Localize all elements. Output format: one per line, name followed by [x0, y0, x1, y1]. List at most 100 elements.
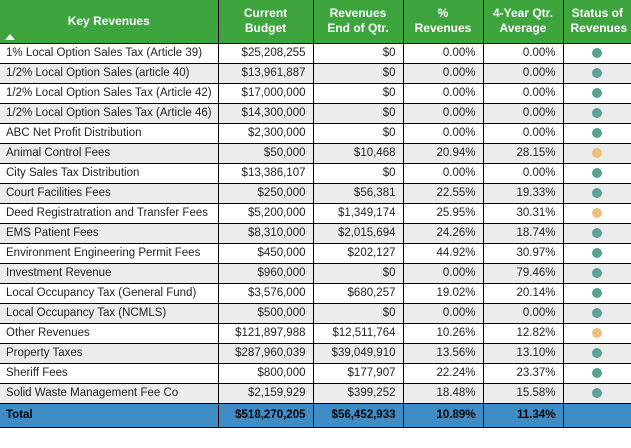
- table-row[interactable]: ABC Net Profit Distribution $2,300,000 $0 0…: [0, 123, 631, 144]
- column-header-revenues-end-of-qtr[interactable]: Revenues End of Qtr.: [312, 0, 403, 44]
- current-budget-cell[interactable]: $450,000: [217, 243, 313, 264]
- pct-revenues-cell[interactable]: 18.48%: [402, 383, 483, 404]
- four-year-qtr-average-cell[interactable]: 0.00%: [482, 43, 563, 64]
- table-row[interactable]: 1/2% Local Option Sales Tax (Article 42)…: [0, 83, 631, 104]
- revenues-end-of-qtr-cell[interactable]: $0: [312, 103, 403, 124]
- pct-revenues-cell[interactable]: 0.00%: [402, 43, 483, 64]
- table-row[interactable]: Property Taxes $287,960,039 $39,049,910 13.…: [0, 343, 631, 364]
- revenues-end-of-qtr-cell[interactable]: $202,127: [312, 243, 403, 264]
- status-cell[interactable]: [562, 343, 631, 364]
- revenues-end-of-qtr-cell[interactable]: $39,049,910: [312, 343, 403, 364]
- current-budget-cell[interactable]: $800,000: [217, 363, 313, 384]
- column-header-four-year-qtr-average[interactable]: 4-Year Qtr. Average: [482, 0, 563, 44]
- status-cell[interactable]: [562, 263, 631, 284]
- four-year-qtr-average-cell[interactable]: 30.97%: [482, 243, 563, 264]
- current-budget-cell[interactable]: $3,576,000: [217, 283, 313, 304]
- current-budget-cell[interactable]: $287,960,039: [217, 343, 313, 364]
- revenues-end-of-qtr-cell[interactable]: $0: [312, 63, 403, 84]
- revenue-name-cell[interactable]: Court Facilities Fees: [0, 183, 218, 204]
- table-row[interactable]: Sheriff Fees $800,000 $177,907 22.24% 23.37%: [0, 363, 631, 384]
- pct-revenues-cell[interactable]: 19.02%: [402, 283, 483, 304]
- status-cell[interactable]: [562, 123, 631, 144]
- status-cell[interactable]: [562, 203, 631, 224]
- four-year-qtr-average-cell[interactable]: 0.00%: [482, 303, 563, 324]
- status-cell[interactable]: [562, 63, 631, 84]
- status-cell[interactable]: [562, 223, 631, 244]
- table-row[interactable]: Local Occupancy Tax (NCMLS) $500,000 $0 0.0…: [0, 303, 631, 324]
- status-cell[interactable]: [562, 363, 631, 384]
- revenues-end-of-qtr-cell[interactable]: $680,257: [312, 283, 403, 304]
- revenues-end-of-qtr-cell[interactable]: $0: [312, 83, 403, 104]
- current-budget-cell[interactable]: $960,000: [217, 263, 313, 284]
- status-cell[interactable]: [562, 183, 631, 204]
- pct-revenues-cell[interactable]: 0.00%: [402, 123, 483, 144]
- status-cell[interactable]: [562, 83, 631, 104]
- revenues-end-of-qtr-cell[interactable]: $56,381: [312, 183, 403, 204]
- pct-revenues-cell[interactable]: 24.26%: [402, 223, 483, 244]
- table-row[interactable]: Investment Revenue $960,000 $0 0.00% 79.46%: [0, 263, 631, 284]
- four-year-qtr-average-cell[interactable]: 13.10%: [482, 343, 563, 364]
- table-row[interactable]: Deed Registratration and Transfer Fees $5…: [0, 203, 631, 224]
- column-header-status-of-revenues[interactable]: Status of Revenues: [562, 0, 631, 44]
- revenue-name-cell[interactable]: ABC Net Profit Distribution: [0, 123, 218, 144]
- current-budget-cell[interactable]: $121,897,988: [217, 323, 313, 344]
- revenues-end-of-qtr-cell[interactable]: $0: [312, 303, 403, 324]
- revenue-name-cell[interactable]: EMS Patient Fees: [0, 223, 218, 244]
- four-year-qtr-average-cell[interactable]: 0.00%: [482, 103, 563, 124]
- revenue-name-cell[interactable]: Solid Waste Management Fee Co: [0, 383, 218, 404]
- table-row[interactable]: Solid Waste Management Fee Co $2,159,929 $…: [0, 383, 631, 404]
- table-row[interactable]: 1% Local Option Sales Tax (Article 39) $2…: [0, 43, 631, 64]
- revenues-end-of-qtr-cell[interactable]: $399,252: [312, 383, 403, 404]
- revenues-end-of-qtr-cell[interactable]: $1,349,174: [312, 203, 403, 224]
- revenue-name-cell[interactable]: 1/2% Local Option Sales Tax (Article 46): [0, 103, 218, 124]
- revenue-name-cell[interactable]: Other Revenues: [0, 323, 218, 344]
- revenues-end-of-qtr-cell[interactable]: $177,907: [312, 363, 403, 384]
- table-row[interactable]: EMS Patient Fees $8,310,000 $2,015,694 24.2…: [0, 223, 631, 244]
- revenue-name-cell[interactable]: Deed Registratration and Transfer Fees: [0, 203, 218, 224]
- table-row[interactable]: 1/2% Local Option Sales Tax (Article 46)…: [0, 103, 631, 124]
- current-budget-cell[interactable]: $500,000: [217, 303, 313, 324]
- four-year-qtr-average-cell[interactable]: 79.46%: [482, 263, 563, 284]
- revenues-end-of-qtr-cell[interactable]: $0: [312, 123, 403, 144]
- four-year-qtr-average-cell[interactable]: 0.00%: [482, 83, 563, 104]
- pct-revenues-cell[interactable]: 0.00%: [402, 103, 483, 124]
- table-row[interactable]: Other Revenues $121,897,988 $12,511,764 10.…: [0, 323, 631, 344]
- four-year-qtr-average-cell[interactable]: 30.31%: [482, 203, 563, 224]
- four-year-qtr-average-cell[interactable]: 19.33%: [482, 183, 563, 204]
- revenue-name-cell[interactable]: Local Occupancy Tax (General Fund): [0, 283, 218, 304]
- current-budget-cell[interactable]: $2,159,929: [217, 383, 313, 404]
- revenue-name-cell[interactable]: 1% Local Option Sales Tax (Article 39): [0, 43, 218, 64]
- pct-revenues-cell[interactable]: 0.00%: [402, 263, 483, 284]
- pct-revenues-cell[interactable]: 44.92%: [402, 243, 483, 264]
- table-row[interactable]: Court Facilities Fees $250,000 $56,381 22.5…: [0, 183, 631, 204]
- current-budget-cell[interactable]: $17,000,000: [217, 83, 313, 104]
- pct-revenues-cell[interactable]: 22.55%: [402, 183, 483, 204]
- four-year-qtr-average-cell[interactable]: 18.74%: [482, 223, 563, 244]
- four-year-qtr-average-cell[interactable]: 20.14%: [482, 283, 563, 304]
- column-header-key-revenues[interactable]: Key Revenues: [0, 0, 218, 44]
- pct-revenues-cell[interactable]: 13.56%: [402, 343, 483, 364]
- pct-revenues-cell[interactable]: 0.00%: [402, 163, 483, 184]
- revenue-name-cell[interactable]: Local Occupancy Tax (NCMLS): [0, 303, 218, 324]
- pct-revenues-cell[interactable]: 10.26%: [402, 323, 483, 344]
- pct-revenues-cell[interactable]: 0.00%: [402, 63, 483, 84]
- status-cell[interactable]: [562, 163, 631, 184]
- status-cell[interactable]: [562, 43, 631, 64]
- status-cell[interactable]: [562, 283, 631, 304]
- four-year-qtr-average-cell[interactable]: 0.00%: [482, 63, 563, 84]
- revenue-name-cell[interactable]: Property Taxes: [0, 343, 218, 364]
- current-budget-cell[interactable]: $14,300,000: [217, 103, 313, 124]
- status-cell[interactable]: [562, 243, 631, 264]
- pct-revenues-cell[interactable]: 0.00%: [402, 83, 483, 104]
- revenue-name-cell[interactable]: 1/2% Local Option Sales Tax (Article 42): [0, 83, 218, 104]
- current-budget-cell[interactable]: $250,000: [217, 183, 313, 204]
- revenue-name-cell[interactable]: Animal Control Fees: [0, 143, 218, 164]
- revenue-name-cell[interactable]: 1/2% Local Option Sales (article 40): [0, 63, 218, 84]
- column-header-pct-revenues[interactable]: % Revenues: [402, 0, 483, 44]
- revenues-end-of-qtr-cell[interactable]: $12,511,764: [312, 323, 403, 344]
- current-budget-cell[interactable]: $13,961,887: [217, 63, 313, 84]
- current-budget-cell[interactable]: $8,310,000: [217, 223, 313, 244]
- revenues-end-of-qtr-cell[interactable]: $2,015,694: [312, 223, 403, 244]
- status-cell[interactable]: [562, 103, 631, 124]
- revenue-name-cell[interactable]: Investment Revenue: [0, 263, 218, 284]
